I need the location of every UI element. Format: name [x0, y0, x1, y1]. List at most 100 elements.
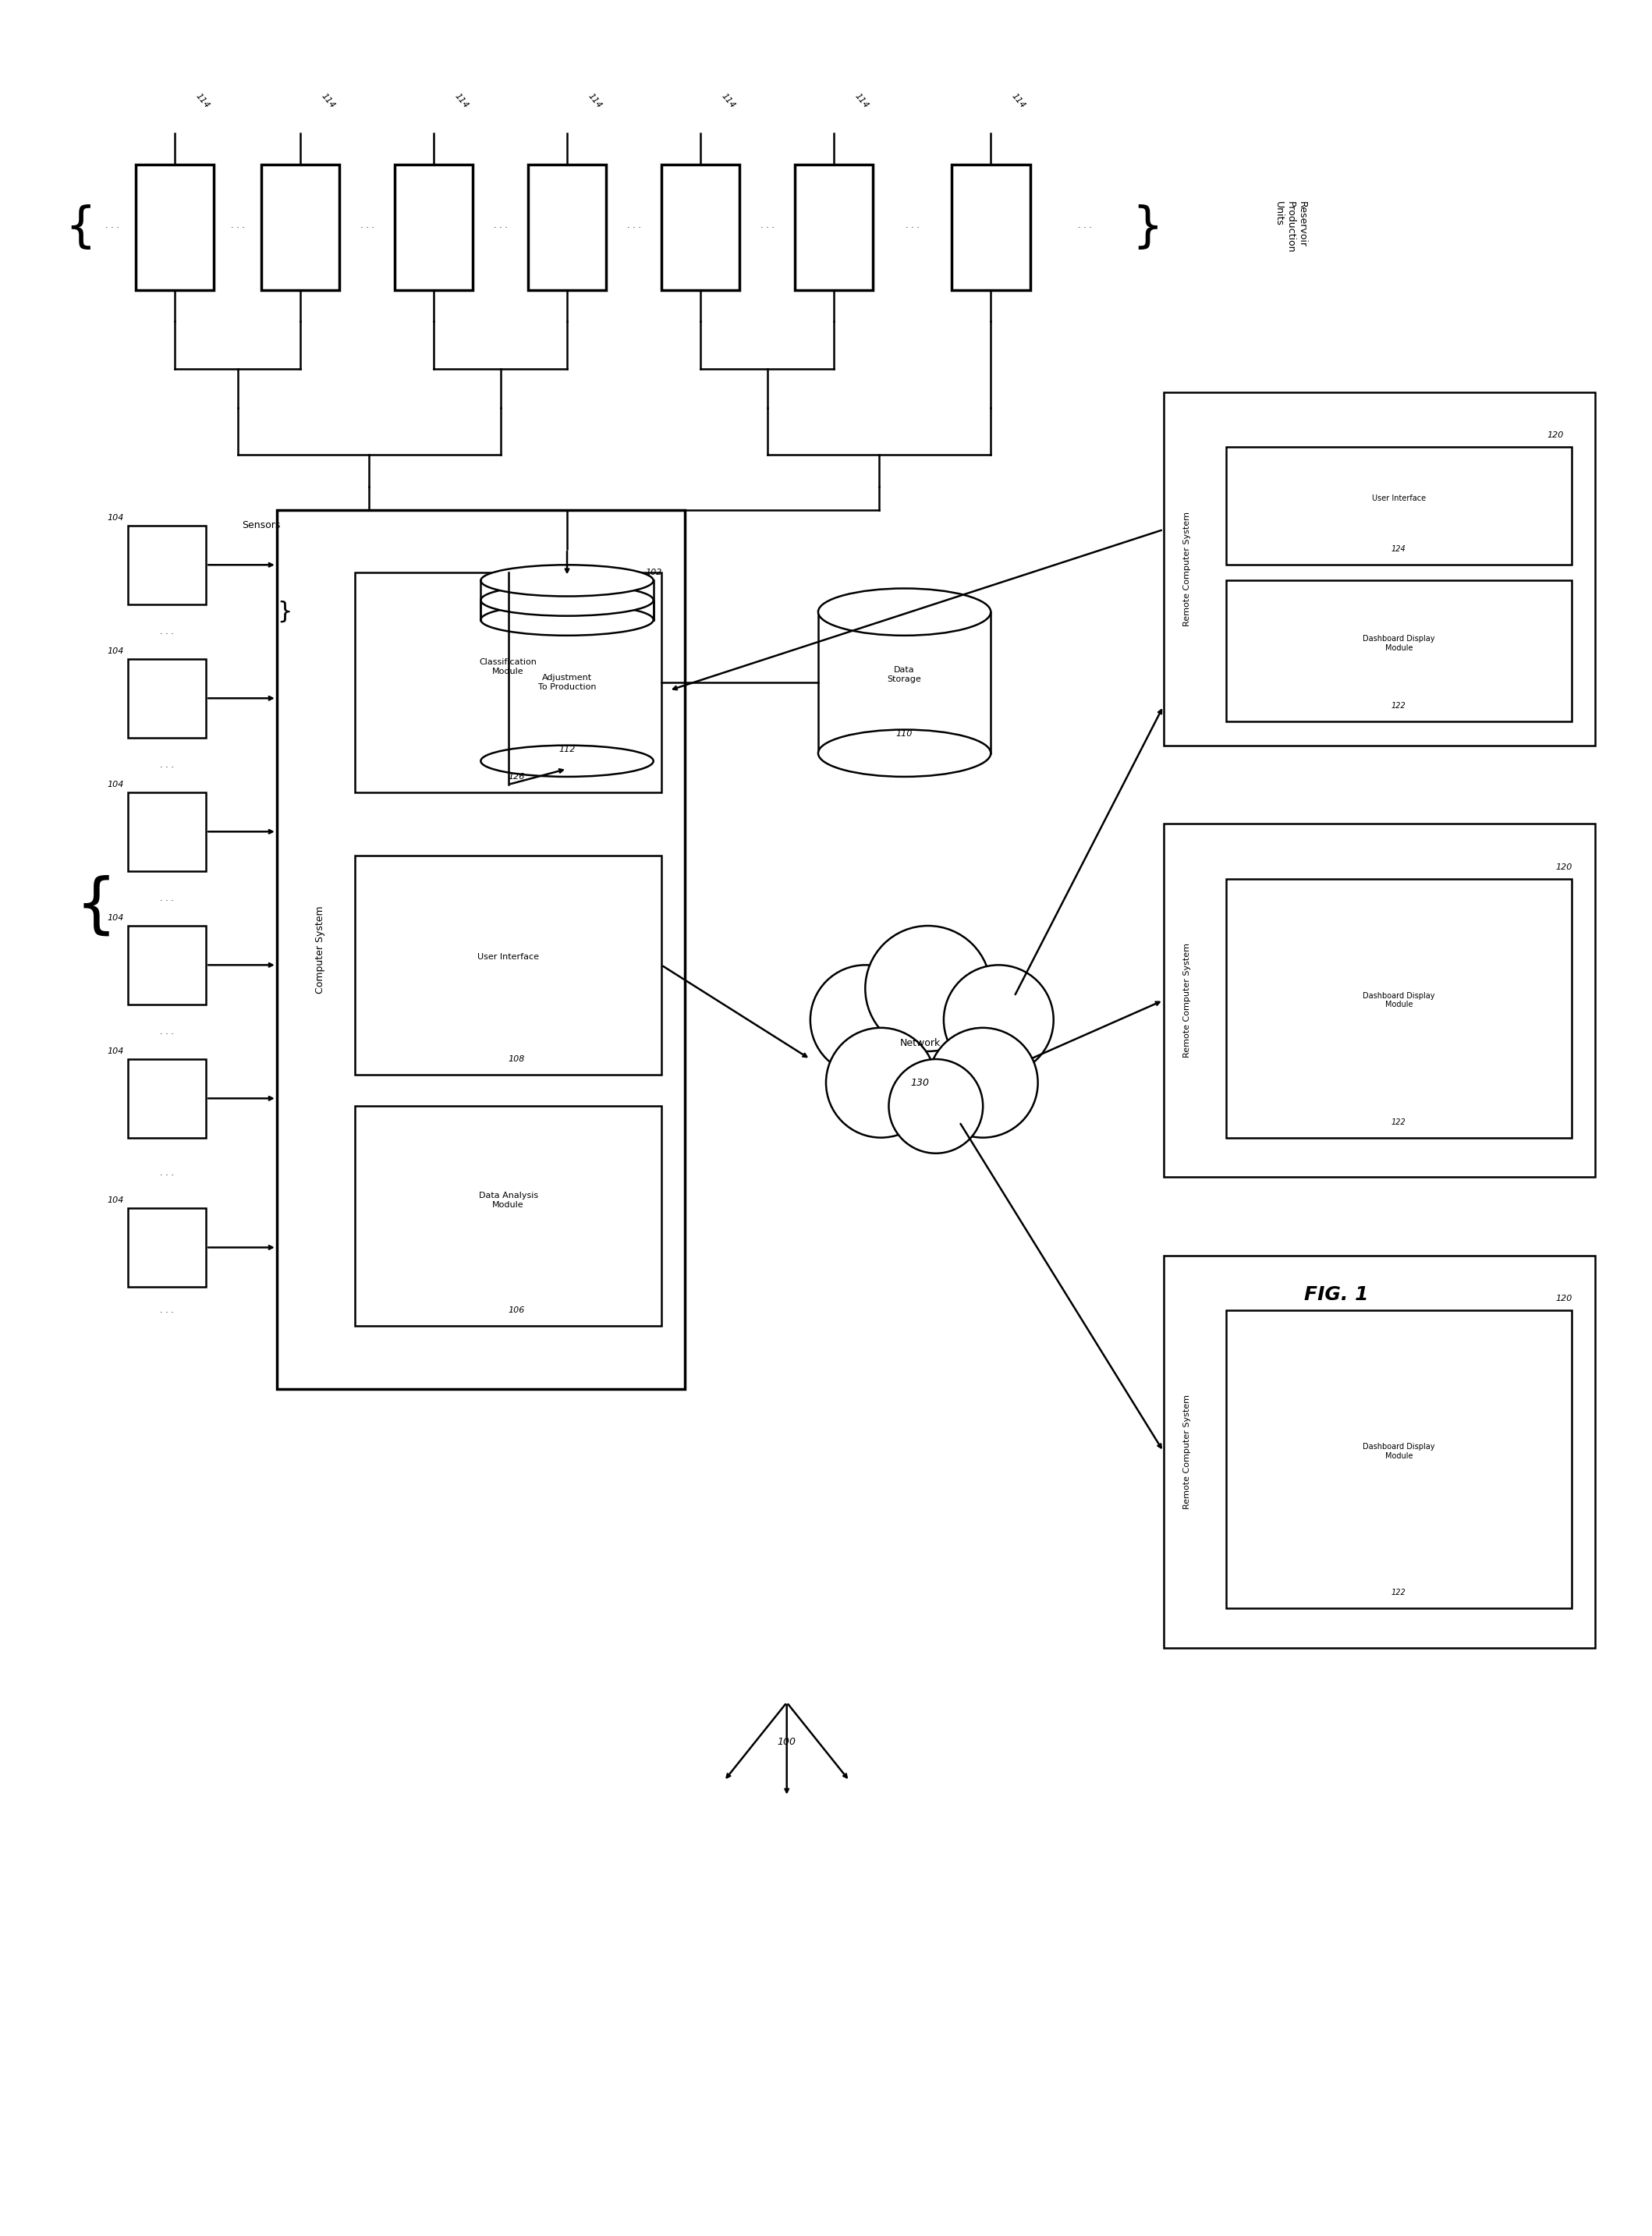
Text: Adjustment
To Production: Adjustment To Production — [539, 673, 596, 691]
Text: . . .: . . . — [160, 1306, 173, 1315]
Bar — [278, 510, 686, 1389]
Text: Remote Computer System: Remote Computer System — [1183, 512, 1191, 626]
Text: 114: 114 — [586, 92, 603, 110]
Text: FIG. 1: FIG. 1 — [1303, 1286, 1368, 1304]
Text: . . .: . . . — [160, 628, 173, 635]
Text: Remote Computer System: Remote Computer System — [1183, 1393, 1191, 1509]
Text: · · ·: · · · — [905, 224, 919, 230]
Text: Data Analysis
Module: Data Analysis Module — [479, 1192, 539, 1210]
Text: 108: 108 — [507, 1055, 524, 1062]
Text: 114: 114 — [453, 92, 469, 110]
Bar — [127, 660, 206, 738]
Circle shape — [866, 926, 991, 1051]
Text: 104: 104 — [107, 646, 124, 655]
Text: · · ·: · · · — [1079, 224, 1092, 230]
Text: 114: 114 — [1009, 92, 1026, 110]
Bar — [1226, 581, 1571, 722]
Bar — [795, 165, 872, 291]
Text: 104: 104 — [107, 780, 124, 789]
Text: . . .: . . . — [160, 1169, 173, 1176]
Bar — [1226, 879, 1571, 1138]
Bar — [261, 165, 340, 291]
Text: 124: 124 — [1391, 546, 1406, 552]
Text: 114: 114 — [319, 92, 335, 110]
Text: 130: 130 — [910, 1078, 930, 1087]
Text: Computer System: Computer System — [316, 906, 325, 993]
Ellipse shape — [818, 588, 991, 635]
Circle shape — [826, 1029, 935, 1138]
Circle shape — [889, 1060, 983, 1154]
Bar — [952, 165, 1029, 291]
Bar — [661, 165, 740, 291]
Ellipse shape — [481, 604, 654, 635]
Bar — [127, 1207, 206, 1286]
Bar — [1163, 391, 1594, 745]
Ellipse shape — [481, 745, 654, 776]
Bar — [481, 619, 654, 760]
Bar — [1163, 823, 1594, 1176]
Text: 114: 114 — [720, 92, 737, 110]
Text: }: } — [278, 601, 292, 624]
Circle shape — [943, 966, 1054, 1076]
Bar — [395, 165, 472, 291]
Text: 104: 104 — [107, 1046, 124, 1055]
Text: 114: 114 — [193, 92, 210, 110]
Bar — [818, 613, 991, 754]
Text: 102: 102 — [644, 568, 662, 577]
Text: Dashboard Display
Module: Dashboard Display Module — [1363, 993, 1436, 1008]
Text: 120: 120 — [1548, 432, 1564, 438]
Text: . . .: . . . — [160, 1029, 173, 1035]
Text: 112: 112 — [558, 745, 575, 754]
Bar — [1226, 1310, 1571, 1608]
Text: User Interface: User Interface — [1371, 494, 1426, 503]
Bar — [529, 165, 606, 291]
Text: . . .: . . . — [160, 894, 173, 901]
Bar — [355, 854, 661, 1076]
Text: 106: 106 — [507, 1306, 524, 1315]
Text: {: { — [64, 203, 96, 250]
Bar — [135, 165, 215, 291]
Text: User Interface: User Interface — [477, 953, 539, 961]
Ellipse shape — [818, 729, 991, 776]
Circle shape — [811, 966, 920, 1076]
Bar — [127, 926, 206, 1004]
Bar — [127, 792, 206, 870]
Text: . . .: . . . — [160, 760, 173, 769]
Circle shape — [928, 1029, 1037, 1138]
Text: Data
Storage: Data Storage — [887, 666, 922, 684]
Bar — [355, 572, 661, 792]
Text: {: { — [76, 874, 117, 937]
Ellipse shape — [481, 566, 654, 597]
Text: Sensors: Sensors — [241, 521, 281, 530]
Bar — [1163, 1254, 1594, 1648]
Text: 122: 122 — [1391, 1118, 1406, 1125]
Text: Remote Computer System: Remote Computer System — [1183, 944, 1191, 1058]
Text: 126: 126 — [507, 774, 524, 780]
Text: Dashboard Display
Module: Dashboard Display Module — [1363, 635, 1436, 651]
Text: · · ·: · · · — [626, 224, 641, 230]
Text: 114: 114 — [852, 92, 869, 110]
Text: 120: 120 — [1556, 863, 1573, 870]
Text: }: } — [1132, 203, 1163, 250]
Text: · · ·: · · · — [106, 224, 119, 230]
Text: Dashboard Display
Module: Dashboard Display Module — [1363, 1442, 1436, 1460]
Text: 100: 100 — [778, 1737, 796, 1746]
Bar — [355, 1107, 661, 1326]
Bar — [1226, 447, 1571, 566]
Text: 122: 122 — [1391, 1590, 1406, 1597]
Text: 104: 104 — [107, 1196, 124, 1205]
Text: 122: 122 — [1391, 702, 1406, 711]
Text: Network: Network — [900, 1038, 940, 1049]
Text: 104: 104 — [107, 514, 124, 521]
Text: Reservoir
Production
Units: Reservoir Production Units — [1274, 201, 1307, 253]
Text: · · ·: · · · — [231, 224, 244, 230]
Ellipse shape — [481, 584, 654, 615]
Text: · · ·: · · · — [494, 224, 507, 230]
Text: 110: 110 — [895, 729, 914, 738]
Text: 120: 120 — [1556, 1295, 1573, 1301]
Text: 104: 104 — [107, 915, 124, 921]
Bar — [127, 525, 206, 604]
Bar — [127, 1060, 206, 1138]
Text: Classification
Module: Classification Module — [479, 657, 537, 675]
Text: · · ·: · · · — [760, 224, 775, 230]
